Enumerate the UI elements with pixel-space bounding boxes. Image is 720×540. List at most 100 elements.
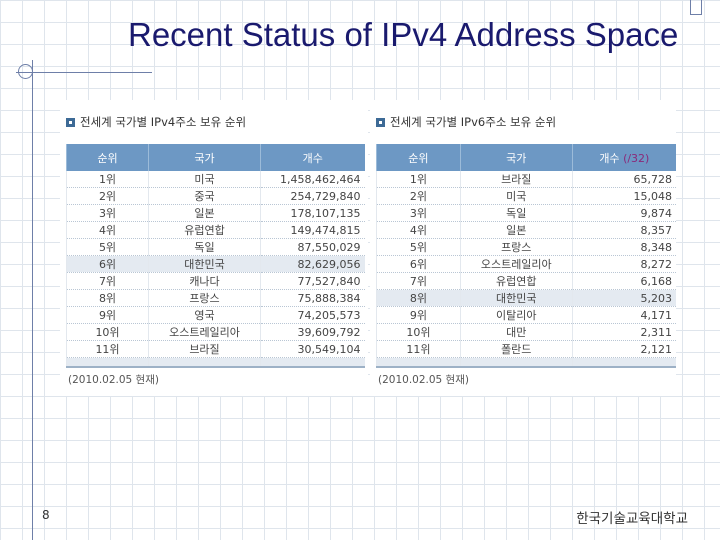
page-number: 8 <box>42 508 50 522</box>
country-cell: 영국 <box>148 306 261 324</box>
rank-cell: 3위 <box>66 204 149 222</box>
ipv6-ranking-panel: 전세계 국가별 IPv6주소 보유 순위 순위 국가 개수 (/32) 1위 브라… <box>370 100 676 396</box>
rank-cell: 3위 <box>376 204 461 222</box>
count-cell: 65,728 <box>571 171 676 188</box>
table-row: 7위 유럽연합 6,168 <box>376 272 676 290</box>
country-cell: 브라질 <box>148 340 261 358</box>
country-cell: 일본 <box>459 221 573 239</box>
slide-title: Recent Status of IPv4 Address Space <box>128 16 679 53</box>
count-cell: 1,458,462,464 <box>260 171 365 188</box>
col-count-header: 개수 (/32) <box>571 144 676 171</box>
ipv6-heading-text: 전세계 국가별 IPv6주소 보유 순위 <box>390 115 557 129</box>
unit-label: (/32) <box>623 151 650 165</box>
table-row: 9위 이탈리아 4,171 <box>376 306 676 324</box>
table-row: 10위 대만 2,311 <box>376 323 676 341</box>
rank-cell: 10위 <box>376 323 461 341</box>
table-row: 2위 미국 15,048 <box>376 187 676 205</box>
country-cell: 프랑스 <box>459 238 573 256</box>
table-row-highlighted: 6위 대한민국 82,629,056 <box>66 255 365 273</box>
count-cell: 2,121 <box>571 340 676 358</box>
ipv4-ranking-panel: 전세계 국가별 IPv4주소 보유 순위 순위 국가 개수 1위 미국 1,458,… <box>60 100 368 396</box>
ipv6-heading: 전세계 국가별 IPv6주소 보유 순위 <box>376 114 556 130</box>
country-cell: 대한민국 <box>148 255 261 273</box>
ipv4-heading-text: 전세계 국가별 IPv4주소 보유 순위 <box>80 115 247 129</box>
table-row: 4위 유럽연합 149,474,815 <box>66 221 365 239</box>
table-header-row: 순위 국가 개수 (/32) <box>376 144 676 171</box>
table-row: 3위 일본 178,107,135 <box>66 204 365 222</box>
table-footer-band <box>66 357 365 368</box>
col-country-header: 국가 <box>459 144 573 171</box>
rank-cell: 10위 <box>66 323 149 341</box>
count-cell: 8,348 <box>571 238 676 256</box>
count-cell: 6,168 <box>571 272 676 290</box>
rank-cell: 9위 <box>66 306 149 324</box>
country-cell: 이탈리아 <box>459 306 573 324</box>
count-cell: 9,874 <box>571 204 676 222</box>
circle-ornament <box>18 64 33 79</box>
country-cell: 캐나다 <box>148 272 261 290</box>
horizontal-rule <box>16 72 152 73</box>
ipv4-heading: 전세계 국가별 IPv4주소 보유 순위 <box>66 114 246 130</box>
count-cell: 30,549,104 <box>260 340 365 358</box>
count-cell: 82,629,056 <box>260 255 365 273</box>
country-cell: 미국 <box>148 171 261 188</box>
country-cell: 독일 <box>459 204 573 222</box>
rank-cell: 1위 <box>66 171 149 188</box>
table-row: 11위 브라질 30,549,104 <box>66 340 365 358</box>
rank-cell: 5위 <box>376 238 461 256</box>
count-cell: 5,203 <box>571 289 676 307</box>
count-cell: 254,729,840 <box>260 187 365 205</box>
country-cell: 대만 <box>459 323 573 341</box>
count-cell: 77,527,840 <box>260 272 365 290</box>
rank-cell: 11위 <box>66 340 149 358</box>
bullet-icon <box>66 117 75 127</box>
rank-cell: 7위 <box>66 272 149 290</box>
corner-decoration <box>690 0 702 15</box>
table-header-row: 순위 국가 개수 <box>66 144 365 171</box>
col-country-header: 국가 <box>148 144 261 171</box>
organization-name: 한국기술교육대학교 <box>576 511 688 527</box>
country-cell: 중국 <box>148 187 261 205</box>
country-cell: 프랑스 <box>148 289 261 307</box>
ipv6-date-note: (2010.02.05 현재) <box>378 374 469 386</box>
table-row: 4위 일본 8,357 <box>376 221 676 239</box>
table-row: 5위 프랑스 8,348 <box>376 238 676 256</box>
table-row-highlighted: 8위 대한민국 5,203 <box>376 289 676 307</box>
country-cell: 폴란드 <box>459 340 573 358</box>
rank-cell: 1위 <box>376 171 461 188</box>
vertical-rule <box>32 60 33 540</box>
country-cell: 유럽연합 <box>459 272 573 290</box>
rank-cell: 8위 <box>376 289 461 307</box>
country-cell: 오스트레일리아 <box>459 255 573 273</box>
table-row: 11위 폴란드 2,121 <box>376 340 676 358</box>
rank-cell: 11위 <box>376 340 461 358</box>
rank-cell: 6위 <box>376 255 461 273</box>
col-count-header: 개수 <box>260 144 365 171</box>
rank-cell: 4위 <box>66 221 149 239</box>
count-cell: 74,205,573 <box>260 306 365 324</box>
country-cell: 미국 <box>459 187 573 205</box>
rank-cell: 7위 <box>376 272 461 290</box>
count-cell: 75,888,384 <box>260 289 365 307</box>
count-cell: 2,311 <box>571 323 676 341</box>
table-row: 1위 미국 1,458,462,464 <box>66 171 365 188</box>
rank-cell: 4위 <box>376 221 461 239</box>
country-cell: 유럽연합 <box>148 221 261 239</box>
country-cell: 오스트레일리아 <box>148 323 261 341</box>
count-cell: 39,609,792 <box>260 323 365 341</box>
table-row: 10위 오스트레일리아 39,609,792 <box>66 323 365 341</box>
count-cell: 15,048 <box>571 187 676 205</box>
rank-cell: 9위 <box>376 306 461 324</box>
country-cell: 브라질 <box>459 171 573 188</box>
table-row: 6위 오스트레일리아 8,272 <box>376 255 676 273</box>
table-row: 1위 브라질 65,728 <box>376 171 676 188</box>
table-row: 8위 프랑스 75,888,384 <box>66 289 365 307</box>
table-row: 7위 캐나다 77,527,840 <box>66 272 365 290</box>
country-cell: 독일 <box>148 238 261 256</box>
table-row: 3위 독일 9,874 <box>376 204 676 222</box>
table-footer-band <box>376 357 676 368</box>
table-row: 2위 중국 254,729,840 <box>66 187 365 205</box>
count-cell: 178,107,135 <box>260 204 365 222</box>
rank-cell: 5위 <box>66 238 149 256</box>
rank-cell: 2위 <box>66 187 149 205</box>
